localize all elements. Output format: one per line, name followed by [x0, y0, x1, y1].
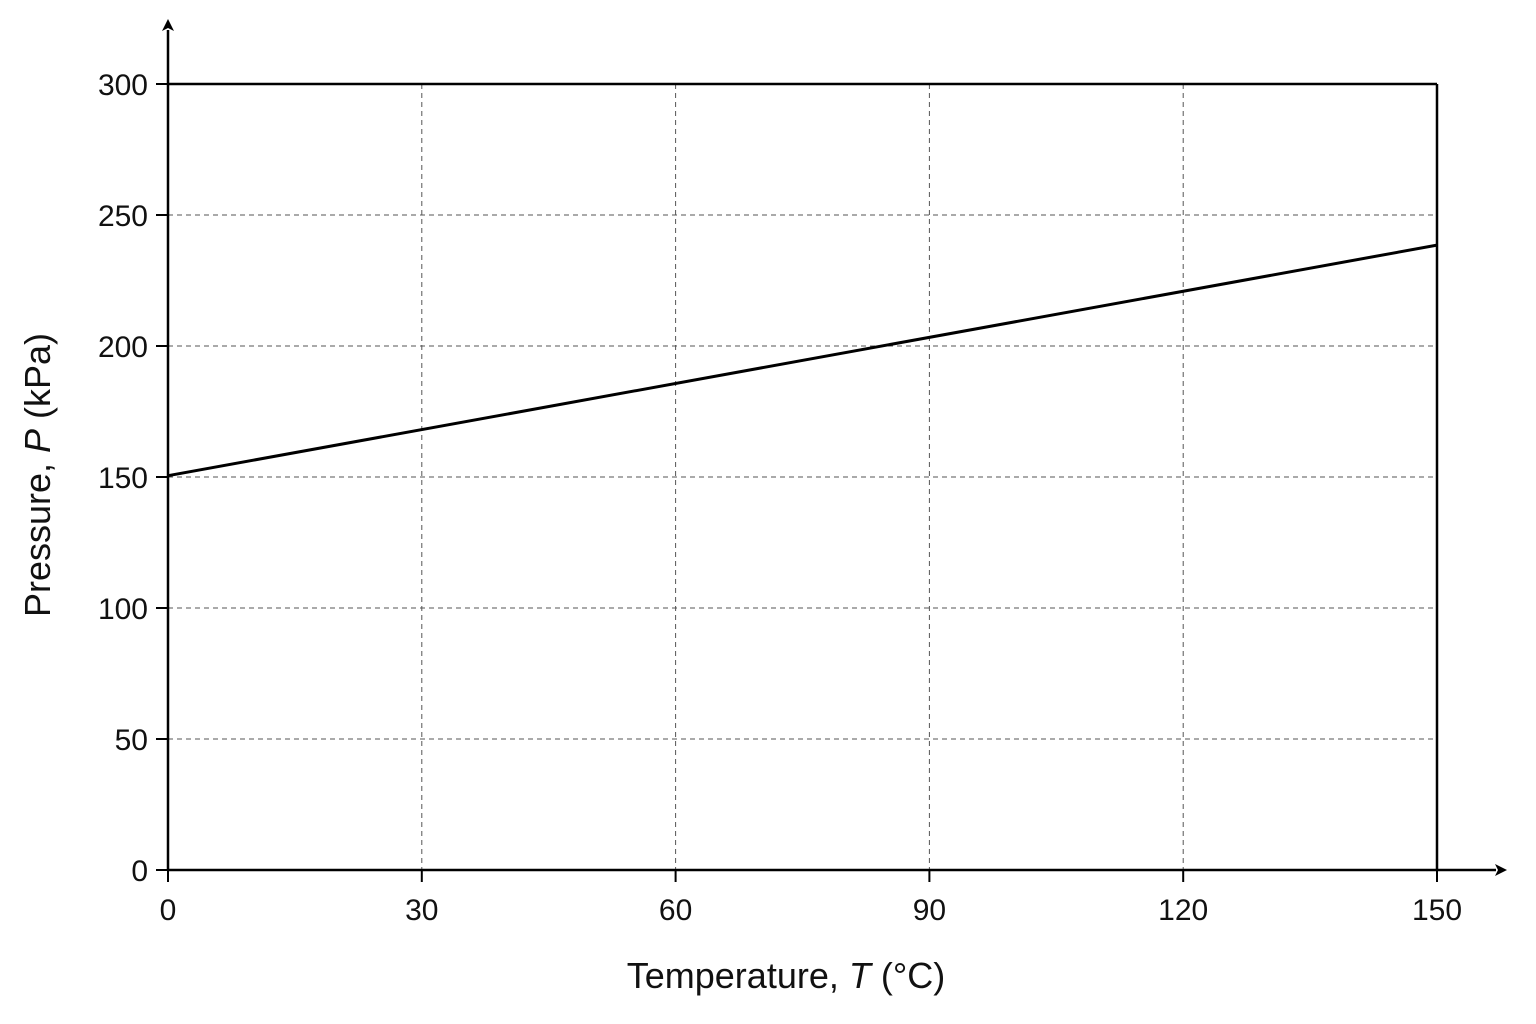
plot-frame	[168, 82, 1439, 870]
y-axis-title-unit: (kPa)	[17, 333, 58, 429]
x-tick-label: 0	[160, 894, 177, 927]
y-tick-label: 100	[98, 593, 148, 626]
y-tick-label: 150	[98, 462, 148, 495]
y-axis-title-prefix: Pressure,	[17, 453, 58, 617]
series-layer	[167, 243, 1438, 478]
x-axis-title-unit: (°C)	[871, 955, 945, 996]
x-tick-label: 120	[1158, 894, 1208, 927]
grid	[168, 84, 1437, 870]
y-tick-label: 50	[115, 724, 148, 757]
x-axis-title-symbol: T	[849, 955, 874, 996]
tick-labels: 0 50 100 150 200 250 300 0 30 60 90 120 150	[98, 69, 1462, 927]
y-tick-label: 250	[98, 200, 148, 233]
x-axis-title: Temperature, T (°C)	[627, 955, 945, 996]
series-line	[167, 243, 1438, 478]
y-axis-title-symbol: P	[17, 429, 58, 453]
x-tick-label: 90	[913, 894, 946, 927]
y-tick-label: 0	[131, 855, 148, 888]
x-axis-title-prefix: Temperature,	[627, 955, 849, 996]
y-axis-title: Pressure, P (kPa)	[17, 333, 58, 617]
x-tick-label: 60	[659, 894, 692, 927]
y-tick-label: 200	[98, 331, 148, 364]
axes	[162, 19, 1507, 876]
x-tick-label: 150	[1412, 894, 1462, 927]
x-tick-label: 30	[405, 894, 438, 927]
y-tick-label: 300	[98, 69, 148, 102]
